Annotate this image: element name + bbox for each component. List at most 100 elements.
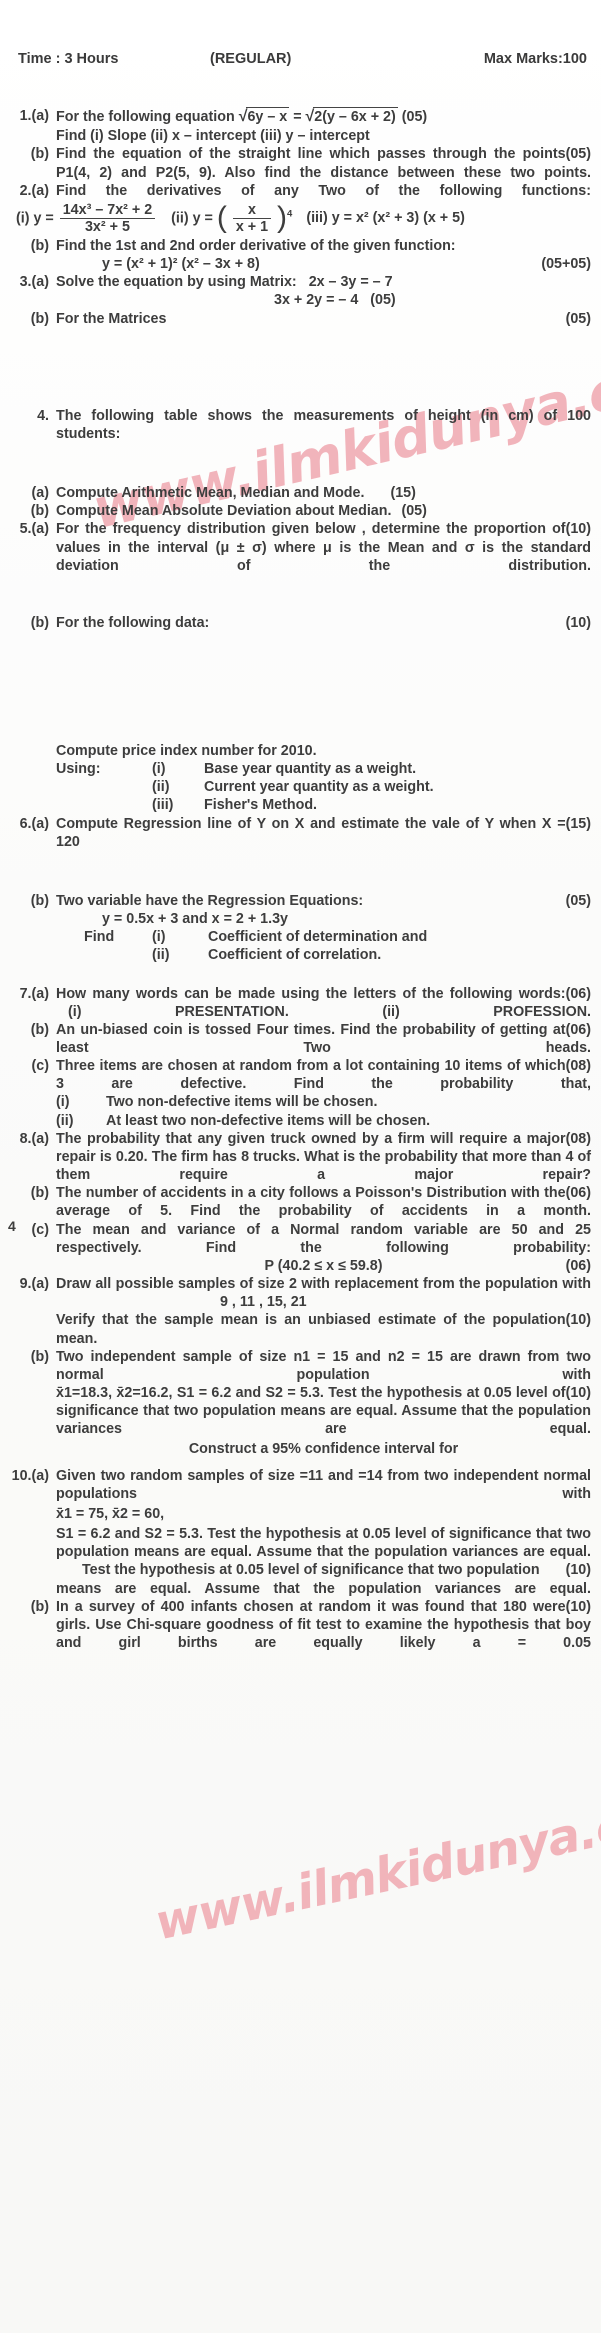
section-a-heading: SECTION "A" [252,89,349,106]
question-4-body: The following table shows the measuremen… [56,407,591,442]
table-cell: 320 [433,669,536,689]
question-10a-marks: (10) [565,1562,591,1579]
table-header-cell: 3.5-4.5 [207,576,273,595]
table-cell: 102 [366,669,435,689]
table-cell: 210 [420,700,536,720]
question-9a-text: Draw all possible samples of size 2 with… [56,1276,591,1293]
height-frequency-table-wrap: Life in weeks 135-144 145-154 155-164 165-17… [0,443,601,484]
matrix-cell: 0 [101,331,110,348]
matrix-a: 2 0 –1 3 1 4 3 1 –5 [67,330,151,385]
question-5a-marks: (10) [565,521,591,538]
question-7c-text: Three items are chosen at random from a … [56,1058,591,1093]
question-7c-item-1-number: (i) [56,1094,70,1111]
question-5b-body: (10) For the following data: [56,614,601,632]
table-row: Commodity 2009 2010 [65,633,536,671]
question-8c: (c) The mean and variance of a Normal ra… [0,1221,601,1275]
question-9b-number: (b) [30,1348,49,1365]
question-5a-number: 5.(a) [19,521,49,538]
regression-xy-table-wrap: X 46 44 48 55 50 79 88 100 Y 150 140 160 170 160 172 185… [0,851,601,892]
table-cell: 130 [219,718,335,738]
question-9b-body: Two independent sample of size n1 = 15 a… [56,1348,601,1459]
question-10b: (b) (10) In a survey of 400 infants chos… [0,1598,601,1652]
question-4: 4. The following table shows the measure… [0,407,601,443]
question-6a-number: 6.(a) [19,815,49,832]
find-item-1-number: (i) [152,929,166,946]
question-6b-text: Two variable have the Regression Equatio… [56,892,364,909]
height-frequency-table: Life in weeks 135-144 145-154 155-164 165-17… [5,445,596,483]
question-9a-body: Draw all possible samples of size 2 with… [56,1275,601,1348]
question-6a: 6.(a) (15) Compute Regression line of Y … [0,815,601,851]
find-item-2-number: (ii) [152,947,170,964]
section-b-heading: SECTION "B" [252,388,349,406]
question-2a-number: 2.(a) [19,182,49,199]
question-5a-body: (10) For the frequency distribution give… [56,520,601,574]
question-7a-marks: (06) [565,985,591,1002]
matrix-find-label: Find 4 ABᵗ – 6Bᵗ [291,349,399,366]
compute-price-index-row: Compute price index number for 2010. Usi… [0,742,601,815]
question-7c-marks: (08) [565,1058,591,1075]
table-cell: 48 [200,852,262,872]
question-7c-body: (08) Three items are chosen at random fr… [56,1057,601,1130]
table-header-year-2009: 2009 [197,633,368,653]
table-cell: 35 [336,593,402,612]
section-c-heading: SECTION "C" [251,966,350,984]
matrix-cell: 3 [81,349,90,366]
question-1b: (b) (05) Find the equation of the straig… [0,145,601,181]
question-7c-number: (c) [31,1058,49,1075]
question-1a: 1.(a) For the following equation √6y – x… [0,107,601,145]
table-header-commodity: Commodity [65,633,199,671]
question-4a-marks: (15) [390,485,416,502]
table-row-label: Y [35,870,80,890]
table-cell: 8 [518,463,596,483]
regression-xy-table: X 46 44 48 55 50 79 88 100 Y 150 140 160 170 160 172 185… [35,852,566,890]
question-8c-text: The mean and variance of a Normal random… [56,1221,591,1256]
question-10b-number: (b) [30,1598,49,1615]
question-10a-text3: (10) Test the hypothesis at 0.05 level o… [56,1562,591,1597]
question-9a-population: 9 , 11 , 15, 21 [219,1294,307,1311]
question-6b-body: (05) Two variable have the Regression Eq… [56,892,601,965]
question-6a-marks: (15) [565,815,591,832]
question-10a-body: Given two random samples of size =11 and… [56,1467,601,1598]
question-1a-body: For the following equation √6y – x = √2(… [56,107,601,145]
matrix-cell: 5 [266,358,275,375]
price-index-table-head: Commodity 2009 2010 Price Quantity Price Quant… [65,633,536,689]
table-row-label: No. of batteries [5,463,145,483]
table-cell: 160 [200,870,262,890]
question-2a: 2.(a) Find the derivatives of any Two of… [0,182,601,200]
question-1b-text: Find the equation of the straight line w… [56,146,591,181]
question-9a-marks: (10) [565,1312,591,1329]
question-9b: (b) Two independent sample of size n1 = … [0,1348,601,1459]
table-cell: 8 [142,593,209,612]
question-3a-text: Solve the equation by using Matrix: [56,274,297,291]
question-1a-number: 1.(a) [19,108,49,124]
question-6b: (b) (05) Two variable have the Regressio… [0,892,601,965]
question-8a: 8.(a) (08) The probability that any give… [0,1130,601,1184]
weights-frequency-table: Weights (in lbs) 2.5-3.5 3.5-4.5 4.5-5.5 5.5… [6,576,595,612]
fraction-ii: x x + 1 [232,202,272,235]
table-cell: 23 [400,593,467,612]
question-10a-text1: Given two random samples of size =11 and… [56,1467,591,1502]
table-header-cell: 155-164 [293,445,370,465]
question-4b-marks: (05) [401,503,427,520]
question-2b-text: Find the 1st and 2nd order derivative of… [56,237,456,254]
table-cell: 50 [321,852,384,872]
question-2b-marks: (05+05) [541,256,591,273]
fraction-i-denominator: 3x² + 5 [84,218,130,235]
watermark-bottom: www.ilmkidunya.com [150,1780,601,1952]
table-header-cell: 4.5-5.5 [271,576,338,595]
question-4b-body: Compute Mean Absolute Deviation about Me… [56,502,601,520]
fraction-ii-numerator: x [232,202,272,219]
question-3a-number: 3.(a) [19,274,49,291]
matrix-cell: 0 [219,340,227,357]
table-row: C 83 130 95 125 [65,718,536,738]
table-cell: 27 [464,593,531,612]
question-8c-equation: P (40.2 ≤ x ≤ 59.8) [264,1257,383,1274]
question-6b-marks: (05) [565,892,591,909]
question-4b-number: (b) [30,503,49,520]
table-header-year-2010: 2010 [366,633,536,653]
question-8a-body: (08) The probability that any given truc… [56,1130,601,1184]
using-item-2-text: Current year quantity as a weight. [204,779,434,796]
question-7a-words: (i) PRESENTATION. (ii) PROFESSION. [68,1003,591,1020]
question-6a-text: Compute Regression line of Y on X and es… [56,815,566,850]
price-table-bottom-wrap: B 40 124 70 210 C 83 130 95 125 [0,691,601,740]
